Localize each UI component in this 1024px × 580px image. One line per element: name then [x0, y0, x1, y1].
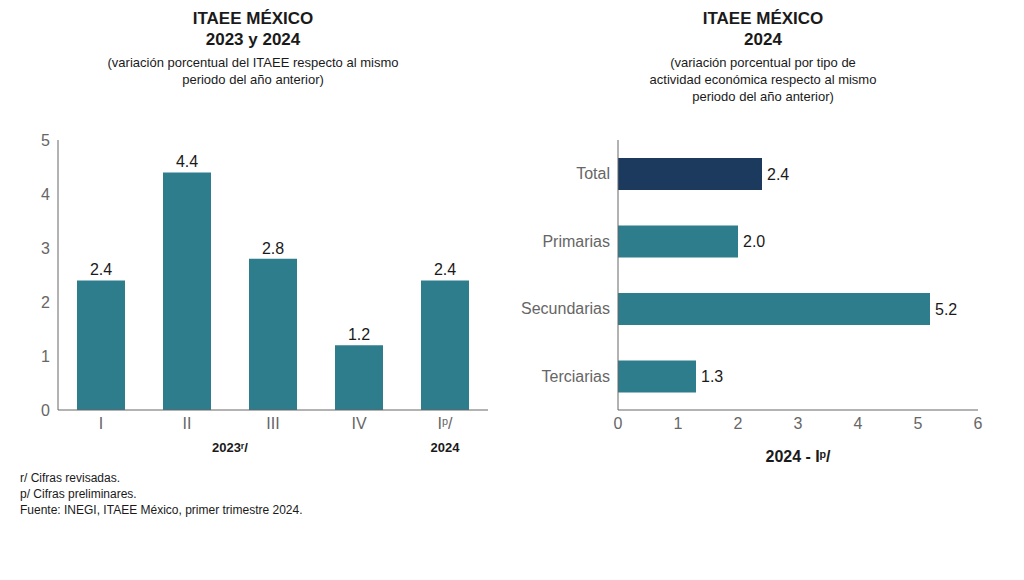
html-text:Fuente: INEGI, ITAEE México, p: Fuente: INEGI, ITAEE México, primer trim… — [20, 503, 303, 517]
svg-text:2024 - Iᵖ/: 2024 - Iᵖ/ — [766, 448, 832, 462]
html-text:periodo del año anterior): periodo del año anterior) — [182, 72, 324, 87]
svg-text:3: 3 — [794, 415, 803, 432]
svg-text:2: 2 — [41, 294, 50, 311]
svg-text:1.2: 1.2 — [348, 326, 370, 343]
html-text:2024: 2024 — [744, 30, 782, 49]
svg-text:Iᵖ/: Iᵖ/ — [438, 415, 453, 432]
svg-text:0: 0 — [41, 402, 50, 419]
svg-text:6: 6 — [974, 415, 983, 432]
svg-text:Secundarias: Secundarias — [521, 300, 610, 317]
svg-text:4.4: 4.4 — [176, 153, 198, 170]
html-text:2023ʳ/: 2023ʳ/ — [212, 440, 248, 455]
html-text:(variación porcentual por tipo: (variación porcentual por tipo de — [670, 55, 856, 70]
svg-text:4: 4 — [854, 415, 863, 432]
svg-text:IV: IV — [351, 415, 366, 432]
svg-text:Terciarias: Terciarias — [542, 368, 610, 385]
svg-text:2.4: 2.4 — [434, 261, 456, 278]
svg-text:3: 3 — [41, 240, 50, 257]
svg-text:5: 5 — [914, 415, 923, 432]
html-text:(variación porcentual del ITAE: (variación porcentual del ITAEE respecto… — [107, 55, 399, 70]
svg-text:2.0: 2.0 — [743, 233, 765, 250]
svg-text:1: 1 — [41, 348, 50, 365]
svg-text:2.4: 2.4 — [767, 166, 789, 183]
svg-text:II: II — [183, 415, 192, 432]
html-text:2023 y 2024: 2023 y 2024 — [205, 30, 301, 49]
svg-text:4: 4 — [41, 186, 50, 203]
svg-text:2.4: 2.4 — [90, 261, 112, 278]
svg-text:Total: Total — [576, 165, 610, 182]
html-text:actividad económica respecto a: actividad económica respecto al mismo — [649, 72, 877, 87]
svg-text:III: III — [266, 415, 279, 432]
html-text:ITAEE MÉXICO: ITAEE MÉXICO — [702, 9, 824, 28]
svg-text:5.2: 5.2 — [935, 301, 957, 318]
html-text:r/ Cifras revisadas.: r/ Cifras revisadas. — [20, 471, 120, 485]
svg-text:2.8: 2.8 — [262, 240, 284, 257]
svg-text:1.3: 1.3 — [701, 368, 723, 385]
svg-text:I: I — [99, 415, 103, 432]
svg-text:2: 2 — [734, 415, 743, 432]
svg-text:1: 1 — [674, 415, 683, 432]
svg-text:Primarias: Primarias — [542, 233, 610, 250]
html-text:periodo del año anterior): periodo del año anterior) — [692, 89, 834, 104]
html-text:ITAEE MÉXICO: ITAEE MÉXICO — [192, 9, 314, 28]
svg-text:0: 0 — [614, 415, 623, 432]
svg-text:5: 5 — [41, 132, 50, 149]
html-text:2024: 2024 — [430, 440, 460, 455]
html-text:p/ Cifras preliminares.: p/ Cifras preliminares. — [20, 487, 137, 501]
